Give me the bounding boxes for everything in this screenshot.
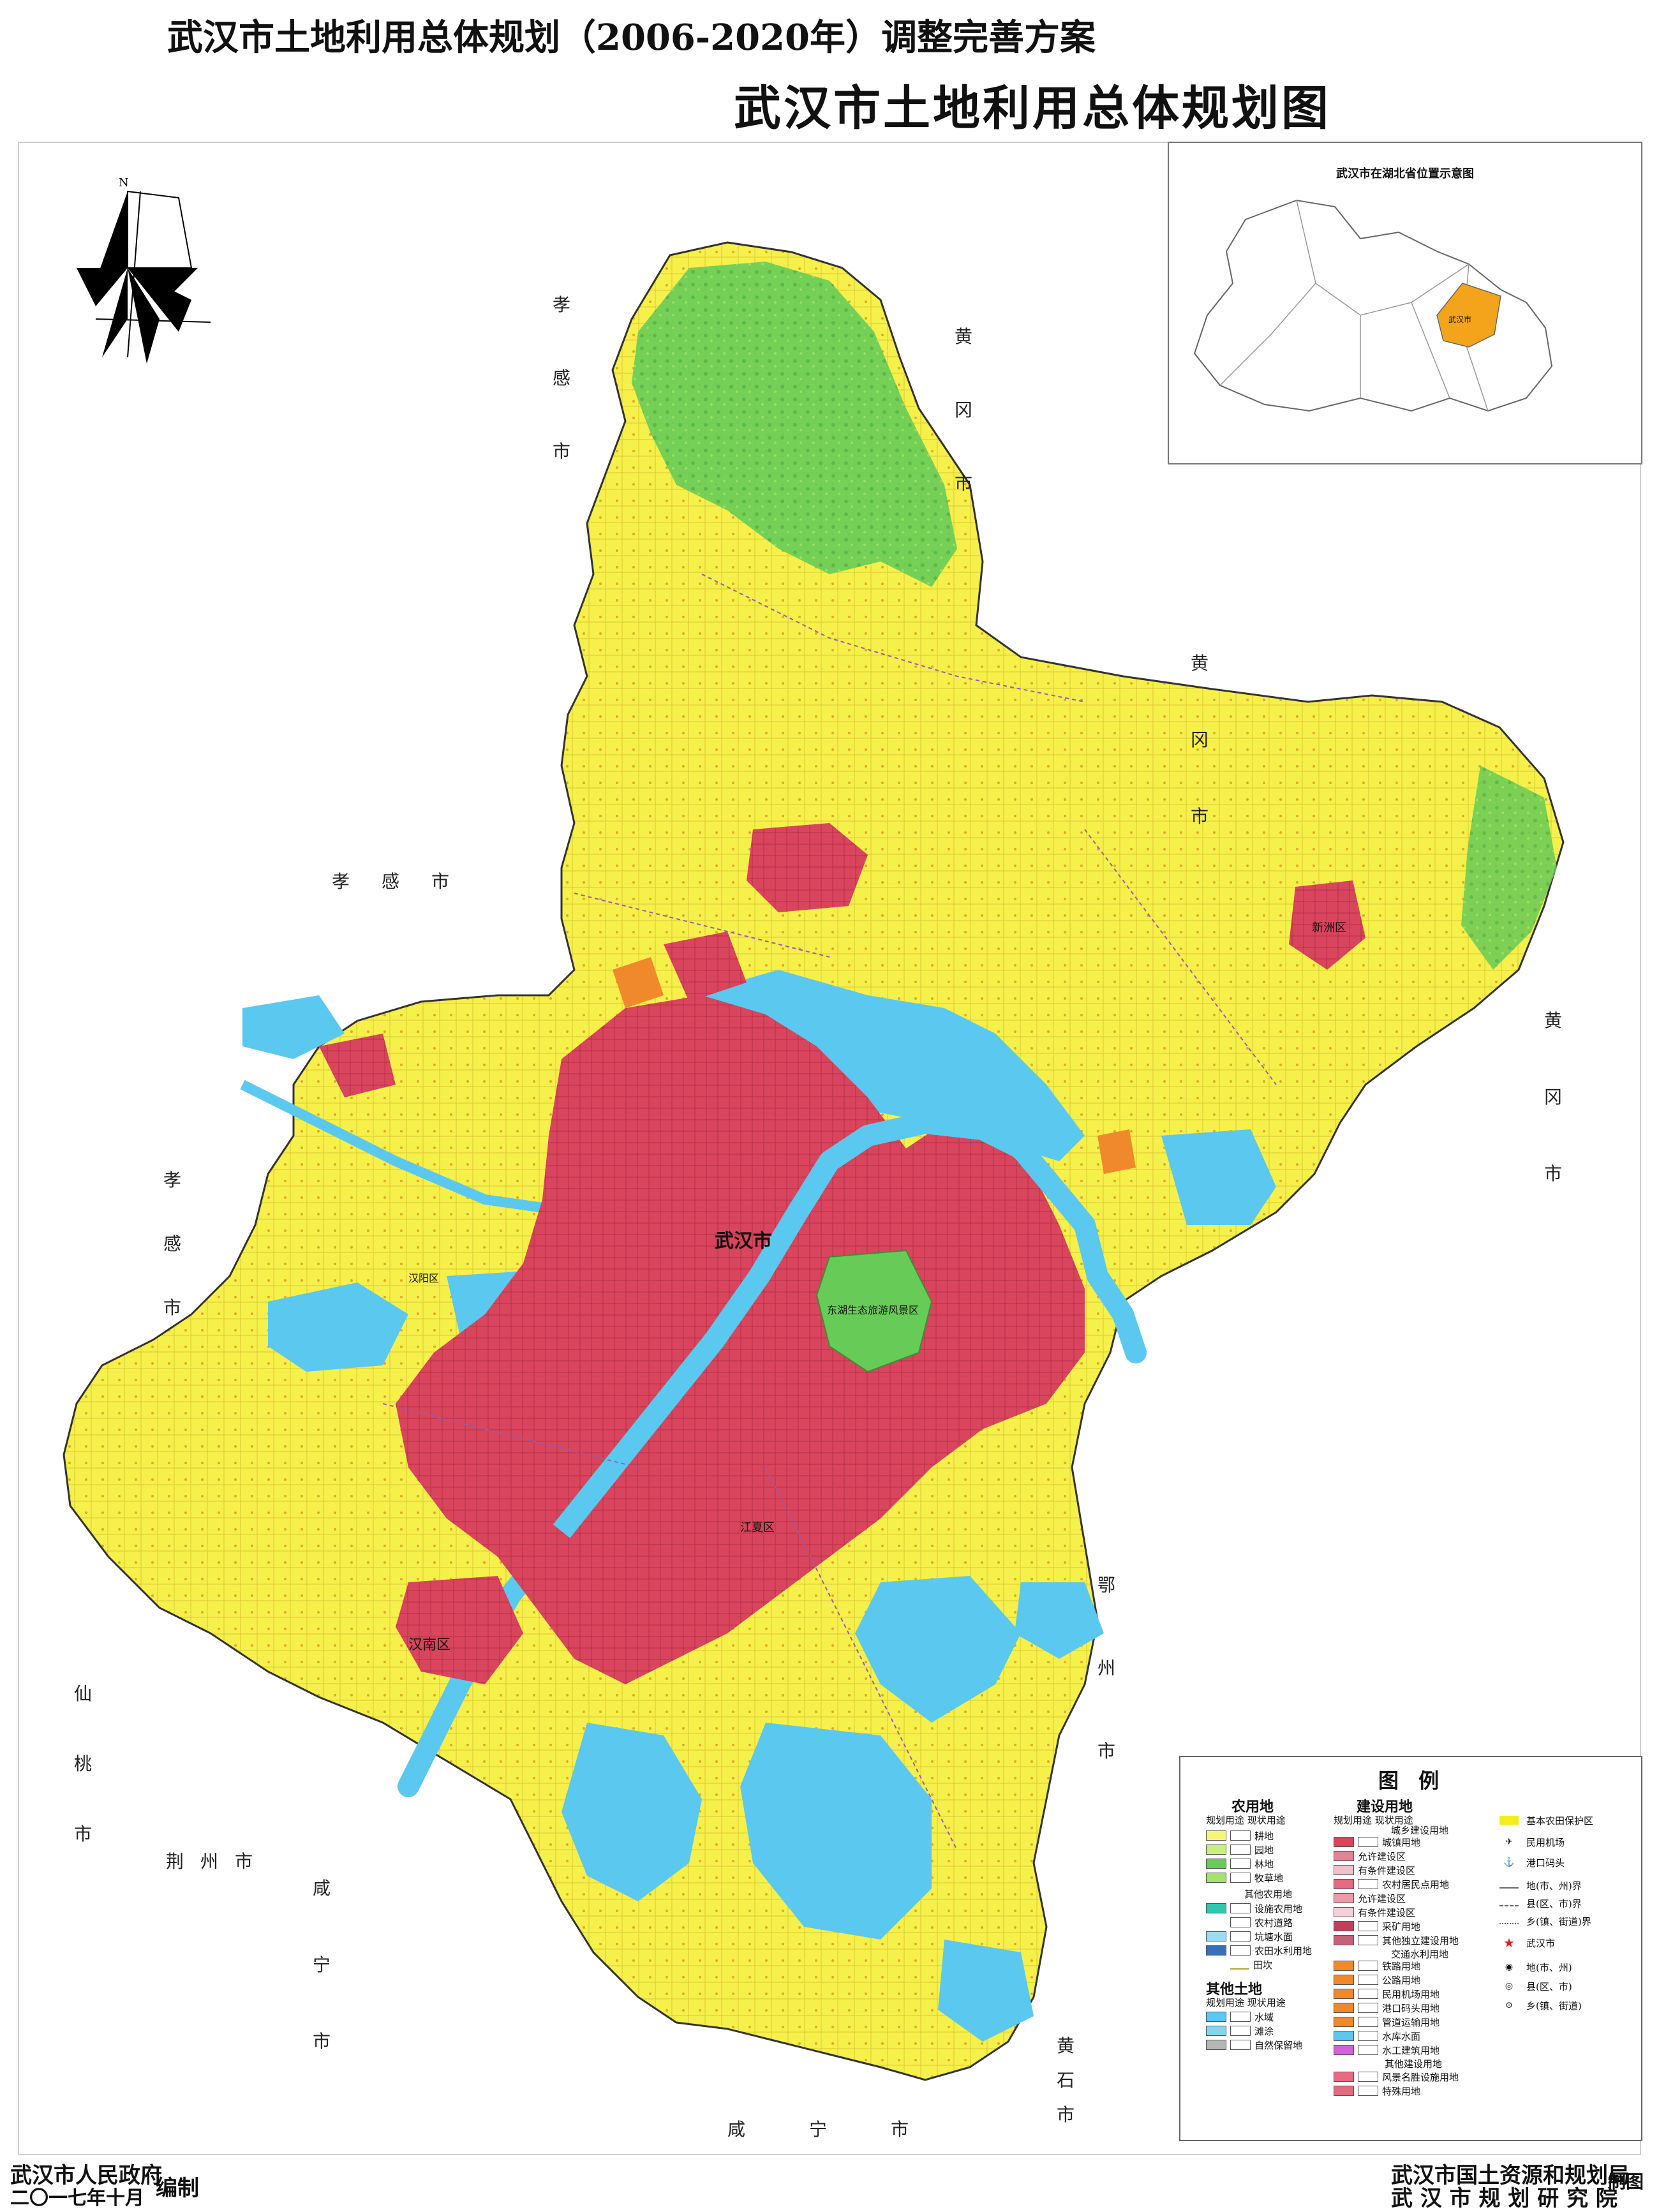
legend-item-garden: 园地 — [1206, 1844, 1274, 1856]
footer-right-org2: 武 汉 市 规 划 研 究 院 — [1391, 2186, 1618, 2211]
legend-item-cropland: 耕地 — [1206, 1830, 1274, 1842]
north-label: N — [119, 176, 129, 189]
legend-con-sub: 规划用途 现状用途 — [1334, 1815, 1413, 1826]
legend-sym-city-boundary: 地(市、州)界 — [1499, 1880, 1582, 1892]
map-title: 武汉市土地利用总体规划图 — [734, 81, 1331, 136]
legend-item-facility: 设施农用地 — [1206, 1903, 1302, 1915]
neighbor-xiaogan-west: 孝感市 — [163, 1169, 182, 1318]
legend-item-ridge: 田坎 — [1206, 1959, 1272, 1971]
neighbor-xianning-s: 咸宁市 — [727, 2119, 973, 2140]
legend-item-pipeline: 管道运输用地 — [1334, 2016, 1440, 2028]
legend-item-pond: 坑塘水面 — [1206, 1931, 1293, 1943]
legend-item-grass: 牧草地 — [1206, 1872, 1283, 1884]
legend-item-highway: 公路用地 — [1334, 1974, 1420, 1986]
legend-item-reserve: 自然保留地 — [1206, 2039, 1302, 2051]
legend: 图 例 农用地 规划用途 现状用途 耕地 园地 林地 牧草地 其他农用地 设施农… — [1179, 1756, 1642, 2141]
legend-con-transport: 交通水利用地 — [1391, 1948, 1449, 1960]
legend-item-independent: 其他独立建设用地 — [1334, 1934, 1459, 1947]
location-inset: 武汉市在湖北省位置示意图 武汉市 — [1168, 142, 1642, 464]
legend-title: 图 例 — [1378, 1769, 1446, 1793]
legend-item-allowed-2: 允许建设区 — [1334, 1892, 1406, 1904]
admin-boundaries — [382, 574, 1277, 1851]
map-subtitle: 武汉市土地利用总体规划（2006-2020年）调整完善方案 — [167, 17, 1096, 59]
legend-other-heading: 其他土地 — [1206, 1981, 1263, 1998]
legend-sym-airport: ✈ 民用机场 — [1505, 1836, 1565, 1848]
east-lake-scenic-area — [815, 1249, 933, 1373]
legend-item-mining: 采矿用地 — [1334, 1920, 1420, 1933]
footer-left-org: 武汉市人民政府 — [10, 2163, 162, 2188]
label-jiangxia: 江夏区 — [740, 1521, 775, 1534]
label-donghu: 东湖生态旅游风景区 — [827, 1304, 919, 1316]
north-forest-zone — [632, 262, 957, 587]
neighbor-xiaogan-top: 孝感市 — [553, 294, 571, 462]
neighbor-huangshi: 黄石市 — [1057, 2035, 1075, 2125]
neighbor-huanggang-top: 黄冈市 — [955, 326, 973, 494]
legend-sym-prefecture: ◉ 地(市、州) — [1505, 1961, 1572, 1973]
label-xinzhou: 新洲区 — [1312, 921, 1346, 935]
legend-sym-basic-farm: 基本农田保护区 — [1499, 1815, 1593, 1827]
neighbor-xiaogan-mid: 孝感市 — [332, 871, 482, 892]
hubei-outline-map — [1193, 199, 1553, 412]
neighbor-xianning-sw: 咸宁市 — [313, 1878, 331, 2052]
legend-item-water: 水域 — [1206, 2011, 1274, 2023]
legend-agri-other-heading: 其他农用地 — [1244, 1889, 1293, 1900]
legend-sym-township: ⊙ 乡(镇、街道) — [1505, 2000, 1582, 2012]
label-hanyang: 汉阳区 — [408, 1272, 440, 1284]
legend-sym-wuhan: ★ 武汉市 — [1503, 1935, 1556, 1950]
label-wuhan: 武汉市 — [715, 1230, 772, 1252]
legend-sym-county: ◎ 县(区、市) — [1505, 1980, 1572, 1993]
neighbor-huanggang-east: 黄冈市 — [1191, 653, 1209, 827]
satellite-towns — [319, 823, 1365, 1684]
legend-item-hydraulic: 水工建筑用地 — [1334, 2044, 1440, 2056]
legend-sym-county-boundary: 县(区、市)界 — [1499, 1897, 1582, 1910]
inset-wuhan-label: 武汉市 — [1448, 315, 1472, 324]
legend-item-rural-settlement: 农村居民点用地 — [1334, 1878, 1449, 1890]
north-arrow — [77, 190, 211, 364]
legend-item-conditional-2: 有条件建设区 — [1334, 1906, 1415, 1919]
neighbor-huanggang-far: 黄冈市 — [1544, 1010, 1563, 1184]
legend-other-sub: 规划用途 现状用途 — [1206, 1997, 1286, 2008]
legend-con-heading: 建设用地 — [1357, 1799, 1413, 1815]
legend-agri-sub: 规划用途 现状用途 — [1206, 1815, 1286, 1826]
label-hannan: 汉南区 — [408, 1637, 451, 1653]
footer-right-org1: 武汉市国土资源和规划局 — [1391, 2163, 1630, 2188]
legend-agri-heading: 农用地 — [1231, 1799, 1274, 1815]
east-forest-zone — [1461, 766, 1557, 970]
neighbor-ezhou: 鄂州市 — [1097, 1575, 1116, 1762]
inset-title: 武汉市在湖北省位置示意图 — [1336, 167, 1474, 181]
legend-con-group1: 城乡建设用地 — [1391, 1825, 1449, 1836]
legend-item-special: 特殊用地 — [1334, 2085, 1420, 2097]
legend-item-urban: 城镇用地 — [1334, 1836, 1420, 1848]
footer-left-action: 编制 — [156, 2176, 199, 2201]
neighbor-xiantao: 仙桃市 — [74, 1683, 93, 1845]
map-frame — [18, 142, 1641, 2155]
legend-item-scenic: 风景名胜设施用地 — [1334, 2071, 1459, 2083]
legend-item-reservoir: 水库水面 — [1334, 2030, 1420, 2042]
legend-sym-port: ⚓ 港口码头 — [1503, 1857, 1565, 1869]
legend-item-allowed-1: 允许建设区 — [1334, 1850, 1406, 1862]
legend-item-forest: 林地 — [1206, 1858, 1274, 1870]
legend-con-other: 其他建设用地 — [1385, 2058, 1443, 2070]
footer-right-action: 制图 — [1608, 2171, 1644, 2192]
inset-wuhan-highlight — [1436, 283, 1501, 348]
neighbor-jingzhou: 荆州市 — [166, 1851, 270, 1872]
legend-sym-town-boundary: 乡(镇、街道)界 — [1499, 1915, 1591, 1927]
legend-item-mudflat: 滩涂 — [1206, 2025, 1274, 2037]
legend-item-conditional-1: 有条件建设区 — [1334, 1864, 1415, 1876]
legend-item-rural-road: 农村道路 — [1206, 1917, 1293, 1929]
legend-item-irrigation: 农田水利用地 — [1206, 1945, 1312, 1957]
legend-item-port-land: 港口码头用地 — [1334, 2002, 1440, 2014]
footer-left-date: 二〇一七年十月 — [10, 2187, 144, 2209]
legend-item-airport-land: 民用机场用地 — [1334, 1988, 1440, 2000]
legend-item-railway: 铁路用地 — [1334, 1960, 1420, 1972]
orange-town-areas — [613, 957, 1136, 1174]
